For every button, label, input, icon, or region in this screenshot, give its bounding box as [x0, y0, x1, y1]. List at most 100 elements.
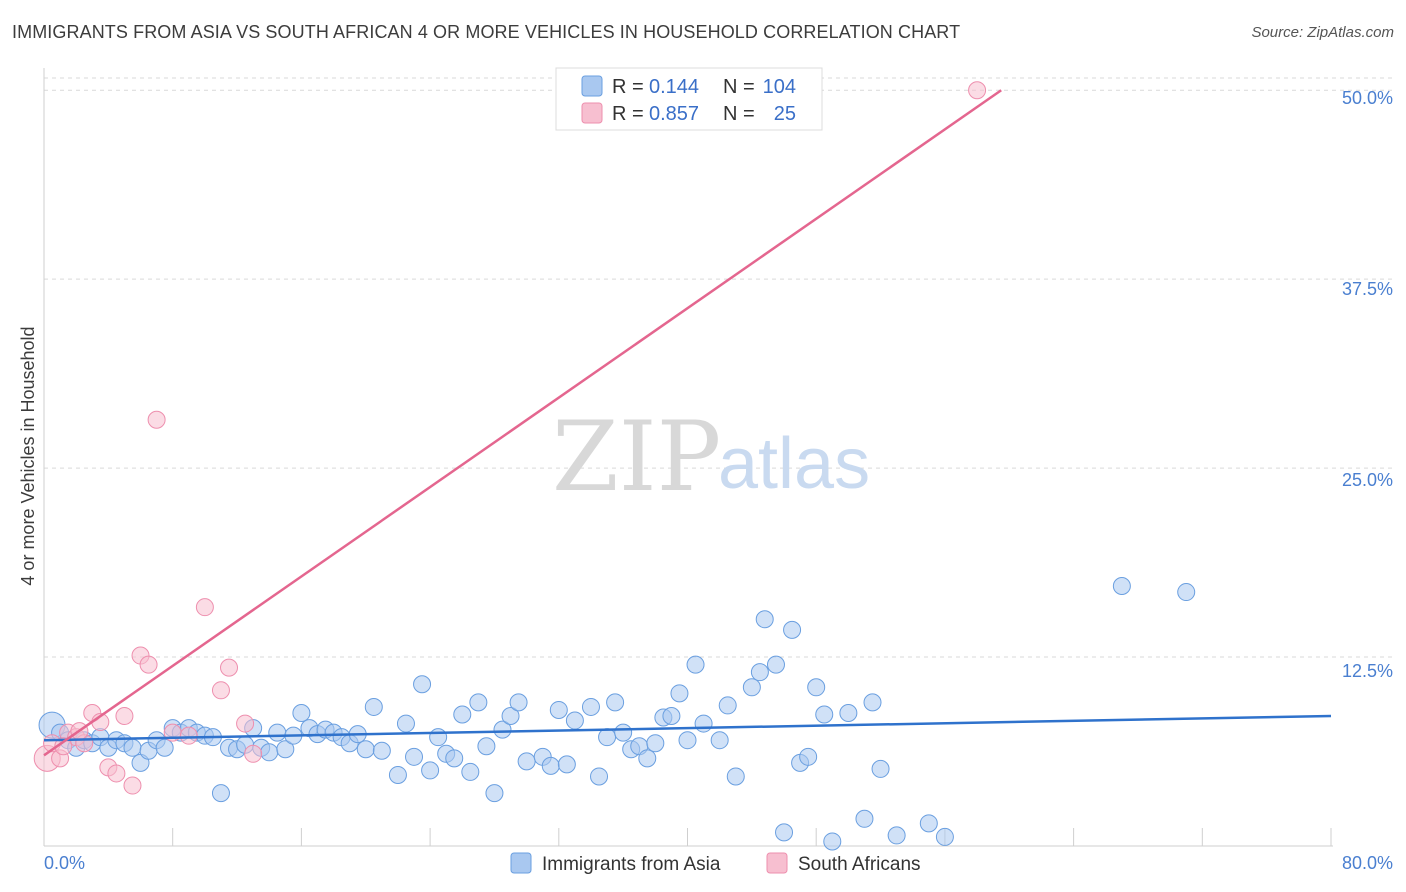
south-africans-point [54, 737, 73, 756]
immigrants-from-asia-point [445, 749, 464, 768]
immigrants-from-asia-point [260, 743, 279, 762]
south-africans-point [179, 726, 198, 745]
immigrants-from-asia-point [549, 700, 568, 719]
immigrants-from-asia-point [396, 714, 415, 733]
immigrants-from-asia-point [155, 738, 174, 757]
south-africans-point [244, 744, 263, 763]
x-tick-marks [172, 828, 1332, 846]
immigrants-from-asia-point [710, 731, 729, 750]
immigrants-from-asia-point [590, 767, 609, 786]
y-tick-label-12-5: 12.5% [1342, 661, 1393, 681]
immigrants-from-asia-point [517, 752, 536, 771]
y-tick-label-50: 50.0% [1342, 88, 1393, 108]
legend-n-label-2: N = [723, 103, 755, 125]
immigrants-from-asia-point [541, 756, 560, 775]
trend-line-south-africans [43, 89, 1002, 757]
immigrants-from-asia-point [461, 762, 480, 781]
immigrants-from-asia-point [501, 707, 520, 726]
immigrants-from-asia-point [718, 696, 737, 715]
immigrants-from-asia-point [509, 693, 528, 712]
immigrants-from-asia-point [799, 747, 818, 766]
immigrants-from-asia-point [670, 684, 689, 703]
immigrants-from-asia-point [429, 728, 448, 747]
immigrants-from-asia-point [557, 755, 576, 774]
immigrants-from-asia-point [606, 693, 625, 712]
legend-r-label-1: R = [612, 76, 644, 98]
south-africans-point [147, 410, 166, 429]
trend-line-immigrants-from-asia [43, 714, 1332, 742]
immigrants-from-asia-point [268, 723, 287, 742]
immigrants-from-asia-point [453, 705, 472, 724]
south-africans-point [115, 707, 134, 726]
south-africans-point [220, 658, 239, 677]
immigrants-from-asia-point [871, 759, 890, 778]
legend-swatch-blue [581, 75, 603, 97]
chart-source: Source: ZipAtlas.com [1251, 24, 1394, 41]
immigrants-from-asia-point [863, 693, 882, 712]
y-tick-label-37-5: 37.5% [1342, 279, 1393, 299]
immigrants-from-asia-point [750, 663, 769, 682]
immigrants-from-asia-point [694, 714, 713, 733]
south-africans-point [195, 598, 214, 617]
immigrants-from-asia-point [276, 740, 295, 759]
immigrants-from-asia-point [935, 827, 954, 846]
south-africans-point [211, 681, 230, 700]
legend-box: R = 0.144 N = 104 R = 0.857 N = 25 [555, 67, 823, 131]
x-tick-label-max: 80.0% [1342, 853, 1393, 873]
immigrants-from-asia-point [493, 720, 512, 739]
legend-swatch-pink [581, 102, 603, 124]
immigrants-from-asia-point [364, 697, 383, 716]
immigrants-from-asia-point [421, 761, 440, 780]
immigrants-from-asia-point [726, 767, 745, 786]
immigrants-from-asia-point [1112, 577, 1131, 596]
immigrants-from-asia-point [742, 678, 761, 697]
immigrants-from-asia-point [887, 826, 906, 845]
immigrants-from-asia-point [839, 703, 858, 722]
legend-n-value-2: 25 [774, 103, 796, 125]
immigrants-from-asia-point [565, 711, 584, 730]
immigrants-from-asia-point [292, 703, 311, 722]
y-axis-label: 4 or more Vehicles in Household [18, 326, 38, 585]
bottom-legend-label-blue: Immigrants from Asia [542, 854, 721, 875]
immigrants-from-asia-point [783, 620, 802, 639]
legend-r-value-1: 0.144 [649, 76, 699, 98]
immigrants-from-asia-point [775, 823, 794, 842]
immigrants-from-asia-point [855, 809, 874, 828]
bottom-legend-swatch-blue [510, 852, 532, 874]
immigrants-from-asia-point [755, 610, 774, 629]
watermark-atlas: atlas [718, 424, 870, 504]
immigrants-from-asia-point [823, 832, 842, 851]
south-africans-point [968, 81, 987, 100]
bottom-legend-swatch-pink [766, 852, 788, 874]
south-africans-point [123, 776, 142, 795]
immigrants-from-asia-point [807, 678, 826, 697]
immigrants-from-asia-point [405, 747, 424, 766]
bottom-legend-label-pink: South Africans [798, 854, 921, 875]
legend-r-label-2: R = [612, 103, 644, 125]
legend-r-value-2: 0.857 [649, 103, 699, 125]
immigrants-from-asia-point [678, 731, 697, 750]
immigrants-from-asia-point [766, 655, 785, 674]
immigrants-from-asia-point [477, 737, 496, 756]
watermark-zip: ZIP [552, 401, 721, 513]
immigrants-from-asia-point [1177, 583, 1196, 602]
immigrants-from-asia-point [598, 728, 617, 747]
y-tick-label-25: 25.0% [1342, 470, 1393, 490]
immigrants-from-asia-point [485, 784, 504, 803]
trend-lines [43, 89, 1332, 757]
legend-n-value-1: 104 [763, 76, 796, 98]
immigrants-from-asia-point [388, 765, 407, 784]
immigrants-from-asia-point [123, 738, 142, 757]
immigrants-from-asia-point [581, 697, 600, 716]
chart-title: IMMIGRANTS FROM ASIA VS SOUTH AFRICAN 4 … [12, 22, 961, 42]
watermark: ZIP atlas [552, 401, 870, 513]
immigrants-from-asia-point [614, 723, 633, 742]
immigrants-from-asia-point [638, 749, 657, 768]
immigrants-from-asia-point [646, 734, 665, 753]
series-immigrants-from-asia [38, 577, 1196, 851]
immigrants-from-asia-point [211, 784, 230, 803]
grid-layer [44, 77, 1393, 658]
x-tick-label-min: 0.0% [44, 853, 85, 873]
immigrants-from-asia-point [686, 655, 705, 674]
immigrants-from-asia-point [815, 705, 834, 724]
